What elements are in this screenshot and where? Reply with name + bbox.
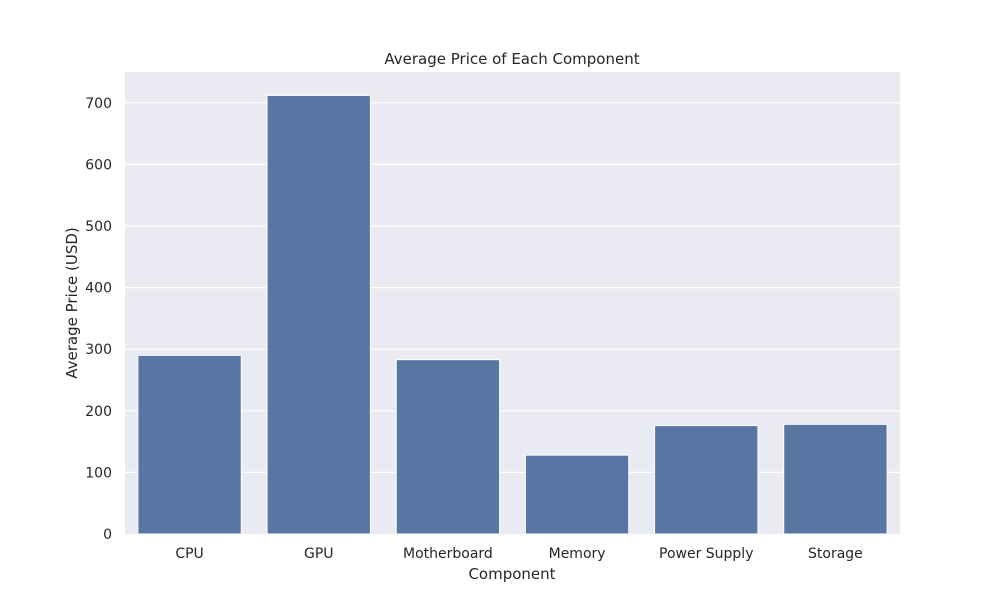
- y-tick-label: 200: [85, 404, 112, 420]
- plot-background: [125, 72, 900, 534]
- bar-motherboard: [395, 359, 501, 535]
- x-tick-label: Memory: [549, 546, 606, 562]
- y-tick-label: 300: [85, 342, 112, 358]
- y-tick-label: 600: [85, 157, 112, 173]
- y-tick-label: 500: [85, 219, 112, 235]
- y-tick-label: 400: [85, 281, 112, 297]
- bar-storage: [783, 423, 888, 535]
- bar-power-supply: [654, 425, 759, 535]
- gridlines: [125, 102, 900, 473]
- x-tick-label: Power Supply: [659, 546, 754, 562]
- x-tick-label: Storage: [808, 546, 863, 562]
- y-axis-label: Average Price (USD): [63, 227, 81, 378]
- bars: [137, 94, 888, 535]
- x-tick-label: GPU: [304, 546, 334, 562]
- bar-memory: [524, 454, 630, 535]
- y-axis-ticks: 0 100 200 300 400 500 600 700: [85, 96, 112, 543]
- y-tick-label: 100: [85, 465, 112, 481]
- x-tick-label: CPU: [175, 546, 203, 562]
- x-tick-label: Motherboard: [403, 546, 493, 562]
- x-axis-ticks: CPU GPU Motherboard Memory Power Supply Stora…: [175, 546, 862, 562]
- bar-gpu: [266, 94, 371, 535]
- x-axis-label: Component: [468, 565, 555, 583]
- bar-cpu: [137, 354, 242, 535]
- chart-title: Average Price of Each Component: [384, 50, 639, 68]
- y-tick-label: 700: [85, 96, 112, 112]
- y-tick-label: 0: [103, 527, 112, 543]
